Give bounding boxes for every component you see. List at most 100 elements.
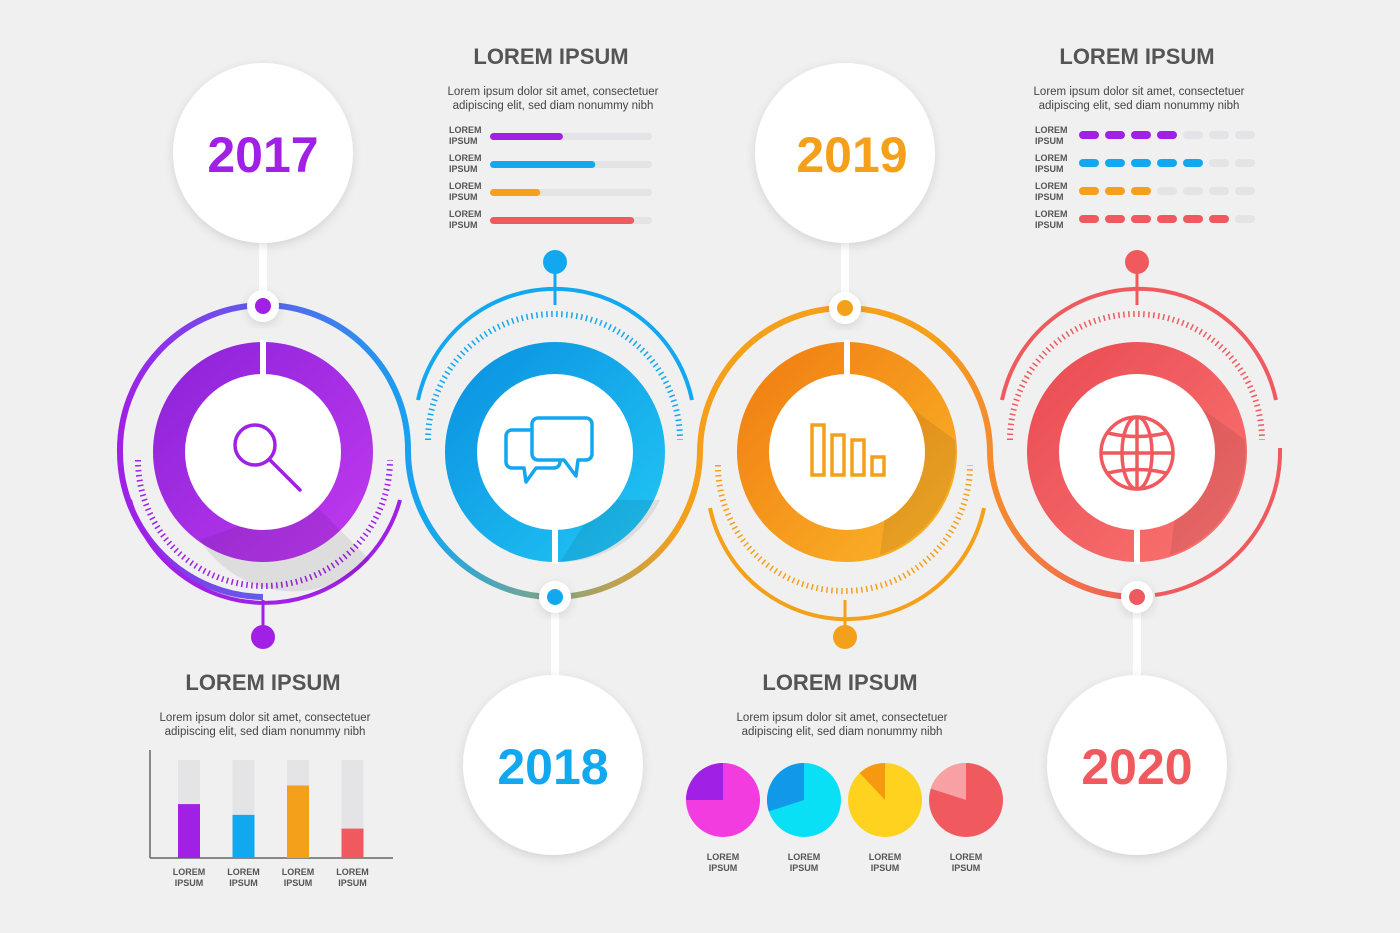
rating-segment bbox=[1235, 159, 1255, 167]
item-label-line1: LOREM bbox=[788, 852, 821, 862]
panel-title: LOREM IPSUM bbox=[473, 44, 628, 69]
item-label-line1: LOREM bbox=[707, 852, 740, 862]
panel-bottom-left: LOREM IPSUM Lorem ipsum dolor sit amet, … bbox=[149, 670, 393, 888]
chat-bubbles-icon bbox=[504, 416, 594, 484]
panel-bottom-center: LOREM IPSUM Lorem ipsum dolor sit amet, … bbox=[686, 670, 1003, 873]
item-label-line1: LOREM bbox=[950, 852, 983, 862]
rating-segment bbox=[1131, 159, 1151, 167]
item-label-line2: IPSUM bbox=[709, 863, 738, 873]
panel-text-line2: adipiscing elit, sed diam nonummy nibh bbox=[742, 726, 943, 738]
panel-title: LOREM IPSUM bbox=[762, 670, 917, 695]
item-label-line1: LOREM bbox=[449, 125, 482, 135]
year-bubble-2020: 2020 bbox=[1047, 675, 1227, 855]
panel-text-line2: adipiscing elit, sed diam nonummy nibh bbox=[453, 100, 654, 112]
rating-segment bbox=[1131, 215, 1151, 223]
timeline-nodes bbox=[247, 290, 1153, 613]
panel-text-line1: Lorem ipsum dolor sit amet, consectetuer bbox=[1034, 86, 1245, 98]
item-label-line2: IPSUM bbox=[229, 878, 258, 888]
rating-segment bbox=[1105, 159, 1125, 167]
rating-segment bbox=[1235, 187, 1255, 195]
rating-segment bbox=[1079, 187, 1099, 195]
rating-segment bbox=[1209, 187, 1229, 195]
rating-segment bbox=[1079, 131, 1099, 139]
rating-segment bbox=[1183, 215, 1203, 223]
progress-fill bbox=[490, 217, 635, 224]
pie-slice-secondary bbox=[686, 763, 723, 800]
rating-segment bbox=[1105, 131, 1125, 139]
timeline-wave bbox=[116, 302, 1138, 601]
item-label-line2: IPSUM bbox=[1035, 164, 1064, 174]
rating-segment bbox=[1235, 215, 1255, 223]
progress-fill bbox=[490, 189, 541, 196]
rating-segment bbox=[1079, 215, 1099, 223]
panel-text-line1: Lorem ipsum dolor sit amet, consectetuer bbox=[160, 712, 371, 724]
rating-segment bbox=[1105, 187, 1125, 195]
panel-text-line1: Lorem ipsum dolor sit amet, consectetuer bbox=[737, 712, 948, 724]
item-label-line2: IPSUM bbox=[284, 878, 313, 888]
panel-top-left: LOREM IPSUM Lorem ipsum dolor sit amet, … bbox=[448, 44, 659, 230]
item-label-line2: IPSUM bbox=[449, 136, 478, 146]
item-label-line2: IPSUM bbox=[952, 863, 981, 873]
rating-segment bbox=[1209, 215, 1229, 223]
item-label-line2: IPSUM bbox=[449, 164, 478, 174]
globe-icon bbox=[1099, 415, 1175, 491]
item-label-line1: LOREM bbox=[336, 867, 369, 877]
year-label-2019: 2019 bbox=[796, 127, 907, 183]
search-icon bbox=[233, 423, 302, 492]
bar-chart-icon bbox=[810, 423, 886, 477]
stem-pins bbox=[251, 250, 1149, 649]
milestone-ring-2019 bbox=[737, 340, 957, 562]
column-fill bbox=[287, 785, 309, 858]
pie-slice-secondary bbox=[930, 763, 966, 800]
item-label-line1: LOREM bbox=[1035, 209, 1068, 219]
panel-top-right: LOREM IPSUM Lorem ipsum dolor sit amet, … bbox=[1034, 44, 1255, 230]
item-label-line2: IPSUM bbox=[338, 878, 367, 888]
item-label-line2: IPSUM bbox=[1035, 220, 1064, 230]
rating-segment bbox=[1131, 187, 1151, 195]
item-label-line1: LOREM bbox=[449, 181, 482, 191]
item-label-line1: LOREM bbox=[869, 852, 902, 862]
progress-fill bbox=[490, 161, 596, 168]
rating-segment bbox=[1235, 131, 1255, 139]
item-label-line1: LOREM bbox=[449, 209, 482, 219]
item-label-line1: LOREM bbox=[1035, 181, 1068, 191]
item-label-line1: LOREM bbox=[227, 867, 260, 877]
item-label-line2: IPSUM bbox=[449, 220, 478, 230]
column-fill bbox=[341, 828, 364, 858]
rating-segment bbox=[1157, 159, 1177, 167]
panel-text-line1: Lorem ipsum dolor sit amet, consectetuer bbox=[448, 86, 659, 98]
item-label-line1: LOREM bbox=[173, 867, 206, 877]
rating-segment bbox=[1105, 215, 1125, 223]
year-bubble-2018: 2018 bbox=[463, 675, 643, 855]
year-label-2020: 2020 bbox=[1081, 739, 1192, 795]
progress-fill bbox=[490, 133, 563, 140]
year-bubble-2017: 2017 bbox=[173, 63, 353, 243]
panel-text-line2: adipiscing elit, sed diam nonummy nibh bbox=[165, 726, 366, 738]
rating-segment bbox=[1079, 159, 1099, 167]
panel-title: LOREM IPSUM bbox=[1059, 44, 1214, 69]
column-fill bbox=[178, 804, 200, 858]
rating-segment bbox=[1157, 131, 1177, 139]
item-label-line2: IPSUM bbox=[790, 863, 819, 873]
item-label-line1: LOREM bbox=[282, 867, 315, 877]
year-label-2018: 2018 bbox=[497, 739, 608, 795]
rating-segment bbox=[1209, 159, 1229, 167]
item-label-line1: LOREM bbox=[1035, 153, 1068, 163]
milestone-ring-2017 bbox=[153, 340, 373, 592]
pie-slice-secondary bbox=[767, 763, 804, 812]
item-label-line2: IPSUM bbox=[1035, 136, 1064, 146]
item-label-line2: IPSUM bbox=[1035, 192, 1064, 202]
pie-slice-secondary bbox=[859, 763, 885, 800]
